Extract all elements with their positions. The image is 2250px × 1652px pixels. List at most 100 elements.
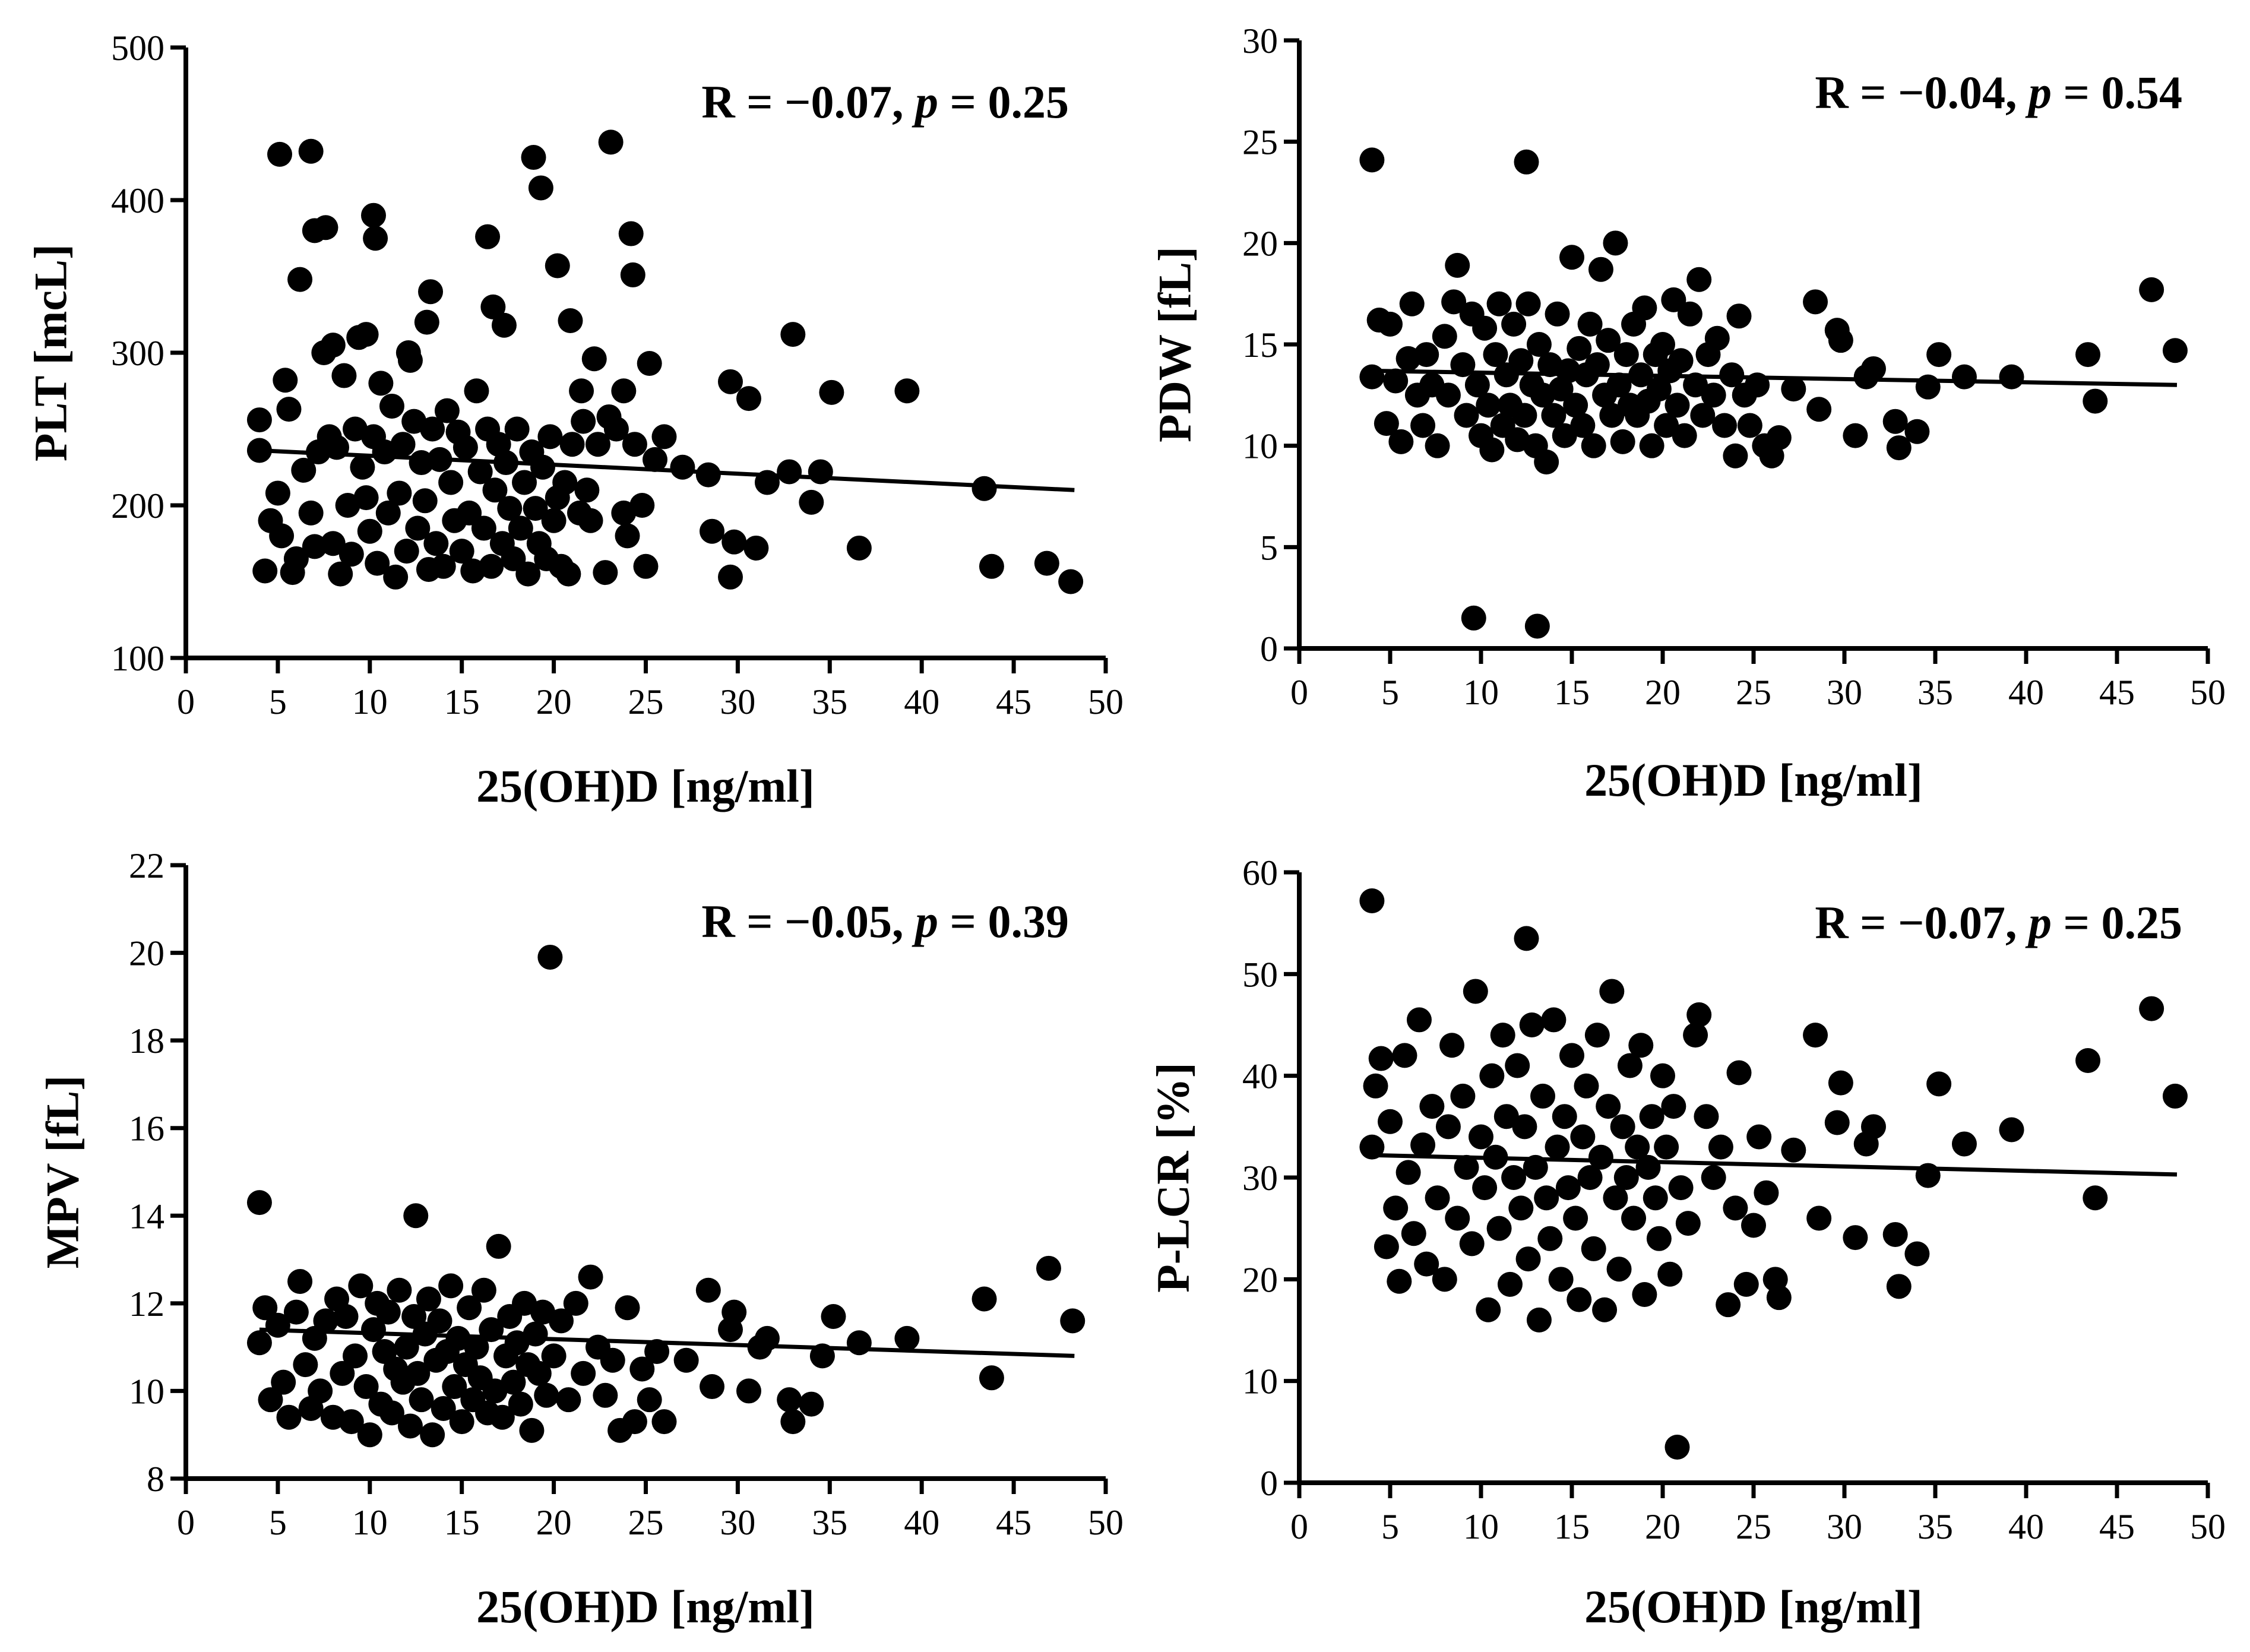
- plt-data-point: [434, 398, 460, 423]
- mpv-x-axis-title: 25(OH)D [ng/ml]: [476, 1581, 815, 1632]
- plt-data-point: [718, 369, 743, 394]
- plt-data-point: [252, 558, 278, 584]
- plcr-data-point: [1621, 1205, 1647, 1231]
- pdw-data-point: [1677, 301, 1702, 327]
- pdw-y-tick-label: 15: [1242, 325, 1278, 365]
- mpv-data-point: [526, 1360, 552, 1386]
- mpv-data-point: [537, 944, 563, 970]
- plt-data-point: [291, 457, 317, 483]
- plt-data-point: [467, 459, 493, 485]
- plt-data-point: [637, 350, 662, 376]
- plcr-data-point: [1657, 1261, 1683, 1287]
- correlation-r: R = −0.05,: [701, 895, 915, 947]
- pdw-data-point: [1915, 374, 1941, 400]
- plt-data-point: [420, 416, 445, 442]
- correlation-r: R = −0.04,: [1815, 67, 2029, 118]
- pdw-x-tick-label: 25: [1736, 673, 1771, 712]
- pdw-data-point: [1723, 443, 1748, 469]
- pdw-data-point: [1524, 613, 1550, 639]
- plcr-data-point: [1599, 979, 1625, 1004]
- mpv-data-point: [416, 1286, 441, 1312]
- plcr-data-point: [1603, 1185, 1628, 1211]
- plcr-data-point: [1643, 1185, 1668, 1211]
- plcr-data-point: [1469, 1124, 1493, 1150]
- plcr-data-point: [1581, 1236, 1606, 1261]
- plt-data-point: [578, 508, 603, 533]
- plt-data-point: [360, 202, 386, 228]
- mpv-data-point: [403, 1203, 429, 1229]
- plt-x-tick-label: 35: [812, 682, 847, 721]
- plcr-data-point: [1410, 1132, 1436, 1158]
- plcr-y-axis-title: P-LCR [%]: [1147, 1062, 1199, 1293]
- plt-data-point: [633, 553, 659, 579]
- plt-data-point: [464, 378, 489, 404]
- plcr-data-point: [1610, 1114, 1635, 1140]
- plcr-data-point: [1726, 1060, 1752, 1085]
- plt-data-point: [1034, 550, 1059, 576]
- pdw-data-point: [1472, 315, 1498, 341]
- plt-data-point: [552, 470, 578, 495]
- pdw-data-point: [1646, 376, 1672, 402]
- mpv-y-tick-label: 10: [129, 1372, 164, 1411]
- plt-data-point: [1058, 569, 1084, 594]
- plcr-x-tick-label: 35: [1917, 1507, 1953, 1546]
- plt-data-point: [350, 454, 375, 480]
- plcr-data-point: [1951, 1131, 1977, 1157]
- pdw-data-point: [1425, 433, 1450, 458]
- plt-data-point: [287, 267, 313, 292]
- plcr-data-point: [1654, 1134, 1679, 1160]
- plt-correlation-label: R = −0.07, p = 0.25: [701, 76, 1069, 128]
- plcr-data-point: [1432, 1267, 1457, 1292]
- mpv-data-point: [375, 1299, 401, 1325]
- plcr-x-tick-label: 15: [1554, 1507, 1590, 1546]
- pdw-data-point: [1806, 397, 1832, 422]
- mpv-data-point: [343, 1343, 368, 1369]
- pdw-data-point: [1432, 324, 1457, 349]
- plcr-data-point: [1454, 1154, 1479, 1180]
- mpv-x-tick-label: 15: [444, 1503, 480, 1542]
- plcr-data-point: [1577, 1165, 1603, 1190]
- plt-data-point: [394, 539, 419, 564]
- plcr-data-point: [1476, 1297, 1501, 1322]
- plcr-data-point: [1664, 1435, 1690, 1460]
- plt-data-point: [480, 294, 506, 319]
- plt-data-point: [387, 480, 412, 506]
- mpv-data-point: [846, 1330, 872, 1356]
- mpv-data-point: [971, 1286, 997, 1312]
- plt-data-point: [491, 312, 517, 338]
- mpv-data-point: [420, 1422, 445, 1448]
- plcr-data-point: [1999, 1117, 2024, 1143]
- chart-panel-mpv: 8 10 12 14 16 18 20 22 0 5 10 15 20 25 30 35 40 45 50 25(OH…: [37, 846, 1124, 1632]
- chart-panel-pdw: 0 5 10 15 20 25 30 0 5 10 15 20 25 30 35 40 45 50 25(OH)D …: [1149, 21, 2226, 806]
- plt-data-point: [620, 262, 645, 287]
- plcr-x-tick-label: 25: [1736, 1507, 1771, 1546]
- plt-data-point: [423, 531, 449, 556]
- plcr-data-point: [1548, 1267, 1574, 1292]
- pdw-y-tick-label: 30: [1242, 21, 1278, 61]
- plt-data-point: [670, 454, 695, 480]
- mpv-x-tick-label: 0: [177, 1503, 195, 1542]
- plt-x-tick-label: 40: [904, 682, 939, 721]
- pdw-data-point: [1581, 433, 1606, 458]
- plcr-data-point: [1570, 1124, 1596, 1150]
- plt-data-point: [471, 515, 496, 541]
- pdw-data-point: [1476, 393, 1501, 418]
- plt-x-tick-label: 50: [1088, 682, 1124, 721]
- plt-data-point: [353, 485, 379, 511]
- plt-data-point: [405, 515, 431, 541]
- pdw-data-point: [1951, 364, 1977, 390]
- pdw-data-point: [1464, 372, 1490, 398]
- plcr-data-point: [1606, 1257, 1632, 1282]
- plt-data-point: [581, 346, 607, 372]
- plcr-data-point: [1639, 1104, 1664, 1129]
- mpv-x-tick-label: 35: [812, 1503, 847, 1542]
- pdw-data-point: [1577, 311, 1603, 337]
- mpv-data-point: [519, 1417, 545, 1443]
- plcr-y-tick-label: 20: [1242, 1260, 1278, 1299]
- mpv-data-point: [979, 1365, 1004, 1391]
- plt-data-point: [379, 393, 404, 419]
- plcr-data-point: [1359, 888, 1385, 913]
- plcr-data-point: [1806, 1205, 1832, 1231]
- mpv-data-point: [700, 1374, 725, 1400]
- mpv-x-tick-label: 50: [1088, 1503, 1124, 1542]
